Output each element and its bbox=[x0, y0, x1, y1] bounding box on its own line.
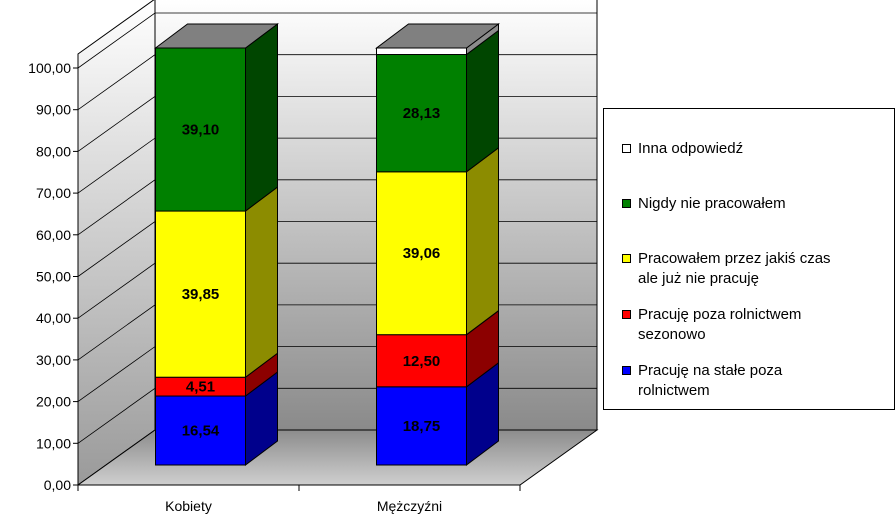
gridline bbox=[77, 12, 597, 69]
bar-segment bbox=[376, 47, 467, 56]
legend-swatch bbox=[622, 254, 631, 263]
data-label: 4,51 bbox=[186, 379, 215, 396]
y-tick-label: 100,00 bbox=[28, 60, 71, 76]
legend-label: Nigdy nie pracowałem bbox=[638, 195, 786, 212]
legend-item: Pracuję poza rolnictwem sezonowo bbox=[622, 305, 801, 345]
legend-swatch bbox=[622, 310, 631, 319]
data-label: 28,13 bbox=[403, 105, 441, 122]
y-tick-label: 70,00 bbox=[36, 185, 71, 201]
legend-label: Inna odpowiedź bbox=[638, 140, 744, 157]
category-labels: Kobiety Mężczyźni bbox=[165, 498, 442, 514]
axes bbox=[73, 67, 521, 491]
data-label: 16,54 bbox=[182, 423, 220, 440]
data-label: 39,85 bbox=[182, 286, 220, 303]
data-label: 18,75 bbox=[403, 418, 441, 435]
bar-top bbox=[375, 23, 500, 49]
bar-segment bbox=[155, 395, 246, 466]
y-tick-label: 10,00 bbox=[36, 435, 71, 451]
category-label: Mężczyźni bbox=[377, 498, 442, 514]
bar-segment-side bbox=[466, 29, 499, 173]
legend-swatch bbox=[622, 144, 631, 153]
bars bbox=[154, 23, 500, 466]
data-label: 12,50 bbox=[403, 353, 441, 370]
bar-segment bbox=[376, 54, 467, 173]
bar-segment bbox=[376, 171, 467, 336]
category-label: Kobiety bbox=[165, 498, 212, 514]
bar-segment bbox=[155, 210, 246, 378]
y-tick-label: 40,00 bbox=[36, 310, 71, 326]
y-tick-label: 20,00 bbox=[36, 394, 71, 410]
y-tick-label: 50,00 bbox=[36, 269, 71, 285]
bar-segment-side bbox=[245, 23, 278, 213]
legend-item: Pracuję na stałe poza rolnictwem bbox=[622, 361, 782, 401]
legend-item: Inna odpowiedź bbox=[622, 139, 743, 159]
legend-label: Pracowałem przez jakiś czas ale już nie … bbox=[638, 250, 831, 287]
data-label: 39,06 bbox=[403, 245, 441, 262]
bar-top bbox=[154, 23, 279, 49]
data-label: 39,10 bbox=[182, 122, 220, 139]
y-tick-label: 30,00 bbox=[36, 352, 71, 368]
legend: Inna odpowiedź Nigdy nie pracowałem Pracow… bbox=[603, 108, 895, 410]
y-tick-label: 90,00 bbox=[36, 102, 71, 118]
data-labels: 16,54 4,51 39,85 39,10 18,75 12,50 39,06 28,13 bbox=[182, 105, 441, 439]
legend-swatch bbox=[622, 199, 631, 208]
y-tick-labels: 0,00 10,00 20,00 30,00 40,00 50,00 60,00 70,00 8… bbox=[28, 60, 71, 493]
bar-segment-side bbox=[466, 146, 499, 336]
legend-swatch bbox=[622, 366, 631, 375]
y-tick-label: 80,00 bbox=[36, 143, 71, 159]
bar-segment bbox=[376, 386, 467, 466]
legend-item: Pracowałem przez jakiś czas ale już nie … bbox=[622, 249, 831, 289]
legend-label: Pracuję poza rolnictwem sezonowo bbox=[638, 306, 802, 343]
y-tick-label: 60,00 bbox=[36, 227, 71, 243]
bar-segment-side bbox=[245, 186, 278, 379]
y-tick-label: 0,00 bbox=[44, 477, 71, 493]
legend-label: Pracuję na stałe poza rolnictwem bbox=[638, 362, 783, 399]
legend-item: Nigdy nie pracowałem bbox=[622, 194, 786, 214]
